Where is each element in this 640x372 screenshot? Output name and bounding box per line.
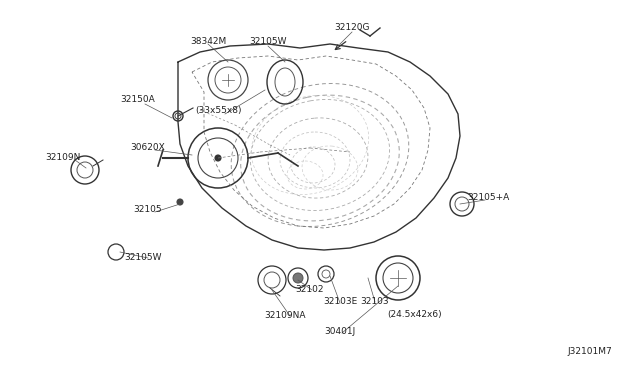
Text: 30620X: 30620X: [131, 144, 165, 153]
Text: 32105W: 32105W: [249, 38, 287, 46]
Circle shape: [215, 155, 221, 161]
Text: 32105: 32105: [134, 205, 163, 215]
Circle shape: [177, 199, 183, 205]
Text: 32102: 32102: [296, 285, 324, 295]
Text: 32120G: 32120G: [334, 23, 370, 32]
Text: 32105+A: 32105+A: [467, 193, 509, 202]
Text: 32103E: 32103E: [323, 298, 357, 307]
Text: J32101M7: J32101M7: [568, 347, 612, 356]
Text: 30401J: 30401J: [324, 327, 356, 337]
Text: 32105W: 32105W: [124, 253, 162, 263]
Text: (33x55x8): (33x55x8): [195, 106, 241, 115]
Text: 32150A: 32150A: [120, 96, 156, 105]
Text: 32109NA: 32109NA: [264, 311, 306, 320]
Text: 32103: 32103: [361, 298, 389, 307]
Text: 38342M: 38342M: [190, 38, 226, 46]
Text: (24.5x42x6): (24.5x42x6): [388, 311, 442, 320]
Circle shape: [293, 273, 303, 283]
Text: 32109N: 32109N: [45, 154, 81, 163]
